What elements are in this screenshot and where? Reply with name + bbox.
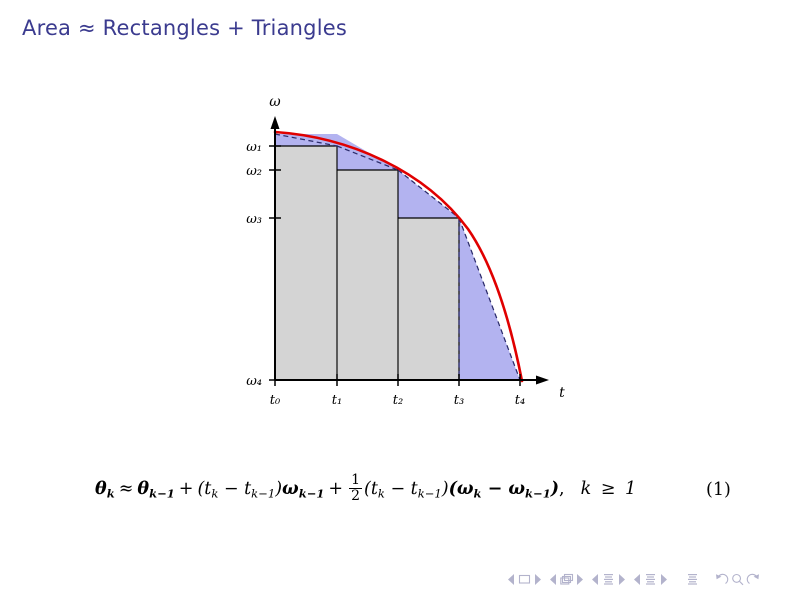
nav-group-slide[interactable] [508, 573, 541, 585]
x-tick-label-t3: t₃ [454, 393, 464, 408]
eq-delta-omega-term: (ωk − ωk−1) [448, 478, 560, 501]
eq-delta-t-term-2: (tk − tk−1) [364, 478, 449, 501]
eq-one-half: 1 2 [349, 473, 362, 503]
rectangle-region-1 [275, 146, 337, 380]
eq-theta-k: θk [95, 478, 115, 501]
rectangle-regions [275, 146, 459, 380]
nav-group-section[interactable] [634, 573, 667, 585]
y-axis [270, 116, 280, 380]
back-arrow-icon[interactable] [715, 573, 729, 586]
y-axis-label: ω [269, 94, 281, 110]
y-axis-arrowhead [270, 116, 280, 129]
subsection-indicator-icon[interactable] [602, 573, 615, 585]
nav-group-subsection[interactable] [592, 573, 625, 585]
section-indicator-icon[interactable] [644, 573, 657, 585]
area-approximation-figure: ω₁ ω₂ ω₃ ω₄ t₀ t₁ t₂ t₃ t₄ ω t [210, 85, 590, 415]
y-tick-label-omega2: ω₂ [246, 164, 262, 179]
eq-approx: ≈ [118, 478, 134, 499]
x-tick-label-t2: t₂ [393, 393, 403, 408]
eq-condition-value: 1 [619, 478, 637, 499]
eq-comma: , [559, 478, 565, 499]
frame-next-icon[interactable] [576, 573, 583, 585]
slide-previous-icon[interactable] [508, 573, 515, 585]
subsection-previous-icon[interactable] [592, 573, 599, 585]
document-indicator-icon[interactable] [686, 573, 699, 585]
slide-next-icon[interactable] [534, 573, 541, 585]
x-tick-label-t1: t₁ [332, 393, 342, 408]
nav-group-frame[interactable] [550, 573, 583, 585]
eq-omega-km1: ωk−1 [282, 478, 325, 501]
beamer-navigation-bar[interactable] [508, 569, 778, 589]
rectangle-region-2 [337, 170, 398, 380]
slide-indicator-icon[interactable] [518, 573, 531, 585]
equation-expression: θk ≈ θk−1 + (tk − tk−1) ωk−1 + 1 2 (tk − … [95, 462, 636, 517]
y-tick-label-omega1: ω₁ [246, 140, 262, 155]
eq-denominator: 2 [349, 488, 362, 504]
page-title: Area ≈ Rectangles + Triangles [22, 16, 347, 40]
forward-arrow-icon[interactable] [746, 573, 760, 586]
x-axis-arrowhead [536, 375, 549, 385]
x-axis-ticks [274, 374, 521, 386]
nav-group-document[interactable] [686, 573, 699, 585]
eq-delta-t-term: (tk − tk−1) [197, 478, 283, 501]
frame-previous-icon[interactable] [550, 573, 557, 585]
eq-ge: ≥ [600, 478, 616, 499]
eq-condition: k [580, 478, 597, 499]
rectangle-region-3 [398, 218, 459, 380]
magnifier-icon[interactable] [731, 573, 744, 586]
chord-approximation-lines [274, 133, 521, 381]
x-axis [275, 375, 549, 385]
y-tick-label-omega4: ω₄ [246, 374, 262, 389]
section-previous-icon[interactable] [634, 573, 641, 585]
x-tick-label-t0: t₀ [270, 393, 281, 408]
x-axis-label: t [559, 385, 565, 401]
y-tick-label-omega3: ω₃ [246, 212, 262, 227]
equation-block: θk ≈ θk−1 + (tk − tk−1) ωk−1 + 1 2 (tk − … [0, 462, 794, 517]
true-curve [273, 130, 524, 383]
section-next-icon[interactable] [660, 573, 667, 585]
eq-theta-km1: θk−1 [137, 478, 175, 501]
eq-numerator: 1 [351, 472, 360, 489]
figure-svg: ω₁ ω₂ ω₃ ω₄ t₀ t₁ t₂ t₃ t₄ ω t [246, 94, 565, 408]
equation-number: (1) [706, 479, 731, 500]
frame-indicator-icon[interactable] [560, 573, 574, 585]
x-tick-label-t4: t₄ [515, 393, 525, 408]
eq-plus-2: + [328, 478, 344, 499]
subsection-next-icon[interactable] [618, 573, 625, 585]
nav-group-history[interactable] [715, 573, 760, 586]
eq-plus-1: + [178, 478, 194, 499]
